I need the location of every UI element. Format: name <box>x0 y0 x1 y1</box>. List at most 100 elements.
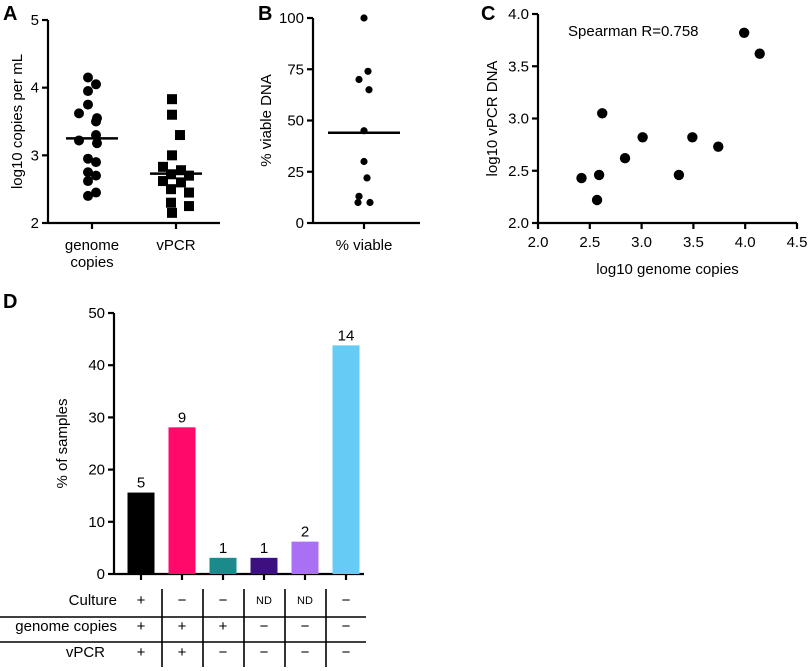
data-point-vpcr <box>175 130 185 141</box>
data-point-vpcr <box>176 177 186 188</box>
table-cell: − <box>260 618 269 635</box>
bar <box>291 541 319 574</box>
data-point-viable <box>366 198 374 207</box>
data-point-viable <box>355 192 363 200</box>
data-point-vpcr <box>158 176 168 187</box>
x-tick-label: 3.0 <box>631 234 652 251</box>
panel-b: B 0 25 50 75 100 % viable DNA % viable <box>258 3 420 254</box>
panel-letter-b: B <box>258 3 272 25</box>
table-cell: − <box>178 592 187 609</box>
y-tick-label: 50 <box>287 113 304 130</box>
data-point-genome-copies <box>91 187 101 198</box>
panel-c: C 2.0 2.5 3.0 3.5 4.0 2.0 2.5 3.0 3.5 4.0 4.5 log10 … <box>481 3 807 278</box>
data-point-correlation <box>597 108 608 119</box>
y-tick-label: 5 <box>31 12 39 29</box>
table-cell: − <box>301 644 310 661</box>
bar-count-label: 2 <box>301 524 309 541</box>
data-point-genome-copies <box>83 167 93 178</box>
data-point-genome-copies <box>83 190 93 201</box>
bar <box>127 492 155 574</box>
x-tick-label: 4.5 <box>787 234 808 251</box>
table-cell: − <box>219 592 228 609</box>
table-cell: − <box>342 644 351 661</box>
data-point-correlation <box>738 27 750 39</box>
y-tick-label: 2 <box>31 215 39 232</box>
data-point-correlation <box>754 48 765 59</box>
table-row-name: Culture <box>69 592 117 609</box>
annotation-spearman: Spearman R=0.758 <box>568 23 699 40</box>
panel-letter-c: C <box>481 3 495 25</box>
table-cell: + <box>178 618 187 635</box>
y-tick-label: 40 <box>88 357 105 374</box>
data-point-vpcr <box>167 150 177 161</box>
y-tick-label: 75 <box>287 61 304 78</box>
bar-count-label: 1 <box>219 540 227 557</box>
y-tick-label: 25 <box>287 164 304 181</box>
y-tick-label: 3.0 <box>508 111 529 128</box>
bar-count-label: 9 <box>178 409 186 426</box>
data-point-genome-copies <box>83 86 93 97</box>
y-axis-label: log10 vPCR DNA <box>484 61 501 177</box>
bar-count-label: 5 <box>137 475 145 492</box>
y-tick-label: 3.5 <box>508 58 529 75</box>
data-point-genome-copies <box>74 108 84 119</box>
table-cell: ND <box>256 595 272 607</box>
data-point-vpcr <box>176 165 186 176</box>
bar-count-label: 14 <box>338 327 355 344</box>
data-point-correlation <box>619 153 631 164</box>
data-point-viable <box>364 67 372 75</box>
table-cell: + <box>137 618 146 635</box>
bar <box>332 345 360 574</box>
data-point-correlation <box>673 169 685 181</box>
data-point-viable <box>354 198 362 207</box>
data-point-genome-copies <box>92 138 102 149</box>
data-point-vpcr <box>158 161 168 172</box>
y-tick-label: 50 <box>88 305 105 322</box>
data-point-genome-copies <box>91 157 101 168</box>
data-point-vpcr <box>166 184 176 195</box>
data-point-genome-copies <box>91 79 101 90</box>
y-tick-label: 3 <box>31 147 39 164</box>
data-point-viable <box>360 157 368 166</box>
data-point-correlation <box>591 194 603 206</box>
data-point-genome-copies <box>91 170 101 181</box>
table-cell: − <box>342 592 351 609</box>
bar <box>168 427 196 574</box>
x-tick-label: 3.5 <box>683 234 704 251</box>
y-tick-label: 0 <box>97 566 105 583</box>
data-point-viable <box>355 75 363 84</box>
data-point-genome-copies <box>83 176 93 187</box>
x-tick-label: 2.0 <box>528 234 549 251</box>
y-tick-label: 30 <box>88 409 105 426</box>
data-point-correlation <box>713 141 724 152</box>
data-point-correlation <box>637 132 648 143</box>
data-point-viable <box>360 14 368 22</box>
data-point-vpcr <box>184 201 194 212</box>
table-row-name: genome copies <box>15 618 117 635</box>
data-point-vpcr <box>167 207 177 218</box>
x-tick-label: vPCR <box>156 237 195 254</box>
data-point-correlation <box>687 132 698 143</box>
y-tick-label: 2.0 <box>508 215 529 232</box>
data-point-genome-copies <box>92 113 102 124</box>
data-point-vpcr <box>167 109 177 120</box>
x-tick-label: % viable <box>336 237 393 254</box>
bar <box>250 557 278 574</box>
y-tick-label: 2.5 <box>508 163 529 180</box>
x-axis-label: log10 genome copies <box>596 261 739 278</box>
data-point-viable <box>363 174 371 182</box>
y-tick-label: 10 <box>88 514 105 531</box>
panel-d: D 0 10 20 30 40 50 % of samples 5 9 1 1 2 14 Culture + −… <box>0 291 366 667</box>
data-point-genome-copies <box>83 99 93 110</box>
y-tick-label: 4 <box>31 80 39 97</box>
table-cell: − <box>260 644 269 661</box>
data-point-vpcr <box>166 197 176 208</box>
table-cell: − <box>342 618 351 635</box>
y-tick-label: 4.0 <box>508 6 529 23</box>
x-tick-label: copies <box>70 254 113 271</box>
bar <box>209 557 237 574</box>
data-point-genome-copies <box>74 135 84 146</box>
x-tick-label: genome <box>65 237 119 254</box>
table-cell: ND <box>297 595 313 607</box>
